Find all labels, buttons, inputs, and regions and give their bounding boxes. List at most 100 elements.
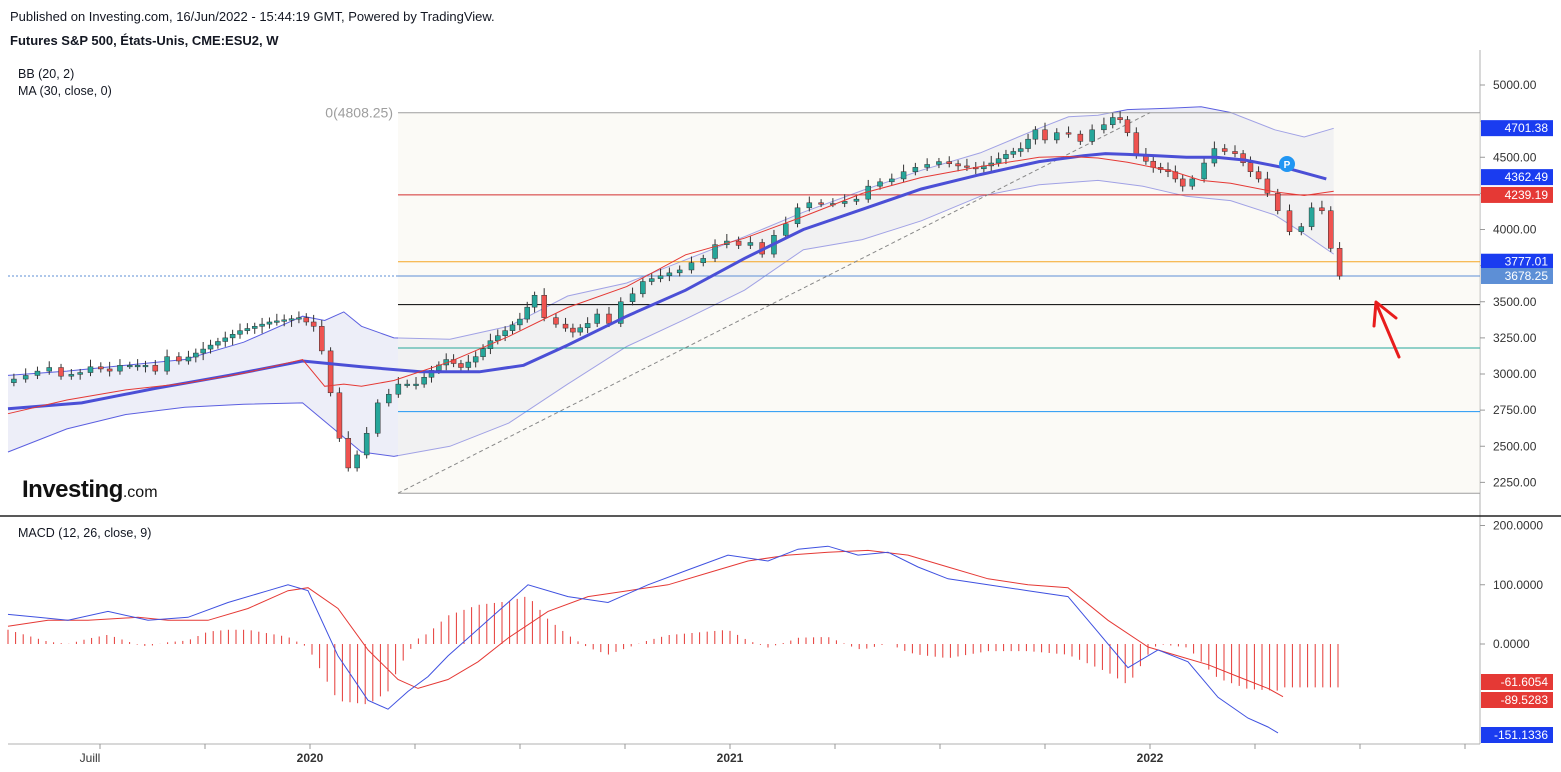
macd-tag-0: -61.6054 [1501, 675, 1549, 689]
p-marker-label: P [1284, 160, 1291, 171]
price-tag-1: 4362.49 [1505, 170, 1549, 184]
candle-body [318, 326, 325, 352]
bb-indicator-label[interactable]: BB (20, 2) [18, 67, 75, 81]
candle-body [404, 383, 410, 386]
fib-zero-label: 0(4808.25) [325, 105, 393, 121]
candle-body [900, 171, 907, 180]
price-axis-label: 2250.00 [1493, 475, 1537, 489]
candle-body [310, 321, 317, 327]
candle-body [237, 330, 243, 335]
candle-body [281, 319, 287, 322]
candle-body [1117, 117, 1123, 120]
candle-body [700, 258, 707, 263]
candle-body [877, 181, 883, 187]
candle-body [244, 328, 251, 331]
candle-body [1328, 210, 1334, 249]
candle-body [502, 330, 508, 336]
time-axis-label: 2021 [717, 751, 744, 765]
candle-body [735, 240, 742, 246]
candle-body [77, 372, 83, 375]
candle-body [1110, 117, 1116, 125]
candle-body [185, 356, 192, 362]
candle-body [1319, 207, 1325, 211]
price-axis-label: 4000.00 [1493, 223, 1537, 237]
published-line: Published on Investing.com, 16/Jun/2022 … [10, 9, 495, 24]
candle-body [22, 375, 29, 380]
candle-body [288, 318, 295, 321]
candle-body [68, 374, 75, 377]
indicator-lines [7, 152, 1334, 415]
bollinger-basis-line [7, 155, 1334, 415]
ma-indicator-label[interactable]: MA (30, close, 0) [18, 84, 112, 98]
macd-tag-1-bg [1481, 692, 1553, 708]
candle-body [215, 341, 221, 346]
candle-body [345, 438, 352, 469]
candle-body [386, 393, 392, 404]
candle-body [531, 294, 538, 308]
candle-body [889, 178, 895, 183]
candle-body [666, 272, 673, 276]
candle-body [806, 202, 813, 209]
candle-body [98, 366, 104, 370]
candle-body [584, 323, 591, 329]
macd-axis-label: 0.0000 [1493, 637, 1530, 651]
red-arrow-shaft [1374, 301, 1401, 359]
candle-body [46, 367, 52, 372]
price-axis-label: 2750.00 [1493, 403, 1537, 417]
candle-body [1133, 132, 1140, 156]
macd-tag-1: -89.5283 [1501, 693, 1549, 707]
candle-body [193, 352, 199, 358]
candle-body [164, 356, 170, 372]
candle-body [354, 454, 360, 469]
candle-body [1255, 171, 1262, 180]
candle-body [853, 198, 860, 202]
price-tag-1-bg [1481, 169, 1553, 186]
investing-logo: Investing.com [22, 476, 158, 503]
candle-body [995, 158, 1002, 164]
candle-body [1032, 129, 1039, 140]
candle-body [517, 318, 523, 326]
macd-axis-label: 200.0000 [1493, 519, 1543, 533]
macd-indicator-label[interactable]: MACD (12, 26, close, 9) [18, 526, 152, 540]
candle-body [818, 202, 824, 205]
candle-body [1042, 129, 1048, 141]
candlesticks [11, 111, 1343, 472]
candle-body [421, 377, 427, 385]
candle-body [142, 365, 149, 368]
candle-body [58, 367, 64, 377]
candle-body [676, 269, 683, 274]
candle-body [936, 161, 942, 165]
red-arrow-head [1372, 300, 1398, 328]
candle-body [912, 167, 919, 172]
candle-body [618, 301, 624, 324]
candle-body [648, 278, 655, 282]
candle-body [274, 320, 280, 323]
candle-body [327, 350, 334, 394]
candle-body [1247, 162, 1254, 172]
candle-body [1054, 132, 1060, 141]
time-axis-label: Juill [80, 751, 101, 765]
candle-body [570, 327, 576, 333]
price-axis-label: 3500.00 [1493, 295, 1537, 309]
price-tag-4-bg [1481, 267, 1553, 284]
bollinger-fill [8, 106, 1334, 457]
price-axis-label: 4500.00 [1493, 150, 1537, 164]
candle-body [1308, 207, 1315, 227]
candle-body [11, 378, 17, 383]
candle-body [553, 317, 559, 325]
candle-body [524, 306, 530, 320]
price-tag-3: 3777.01 [1505, 255, 1549, 269]
candle-body [336, 392, 343, 439]
candle-body [640, 281, 646, 295]
p-marker [1279, 156, 1295, 172]
candle-body [541, 294, 547, 318]
candle-body [458, 363, 464, 368]
candle-body [955, 163, 961, 167]
price-tag-2-bg [1481, 186, 1553, 203]
candle-body [303, 317, 310, 323]
candle-body [1286, 210, 1293, 232]
price-axis-label: 3000.00 [1493, 367, 1537, 381]
candle-body [688, 262, 695, 271]
